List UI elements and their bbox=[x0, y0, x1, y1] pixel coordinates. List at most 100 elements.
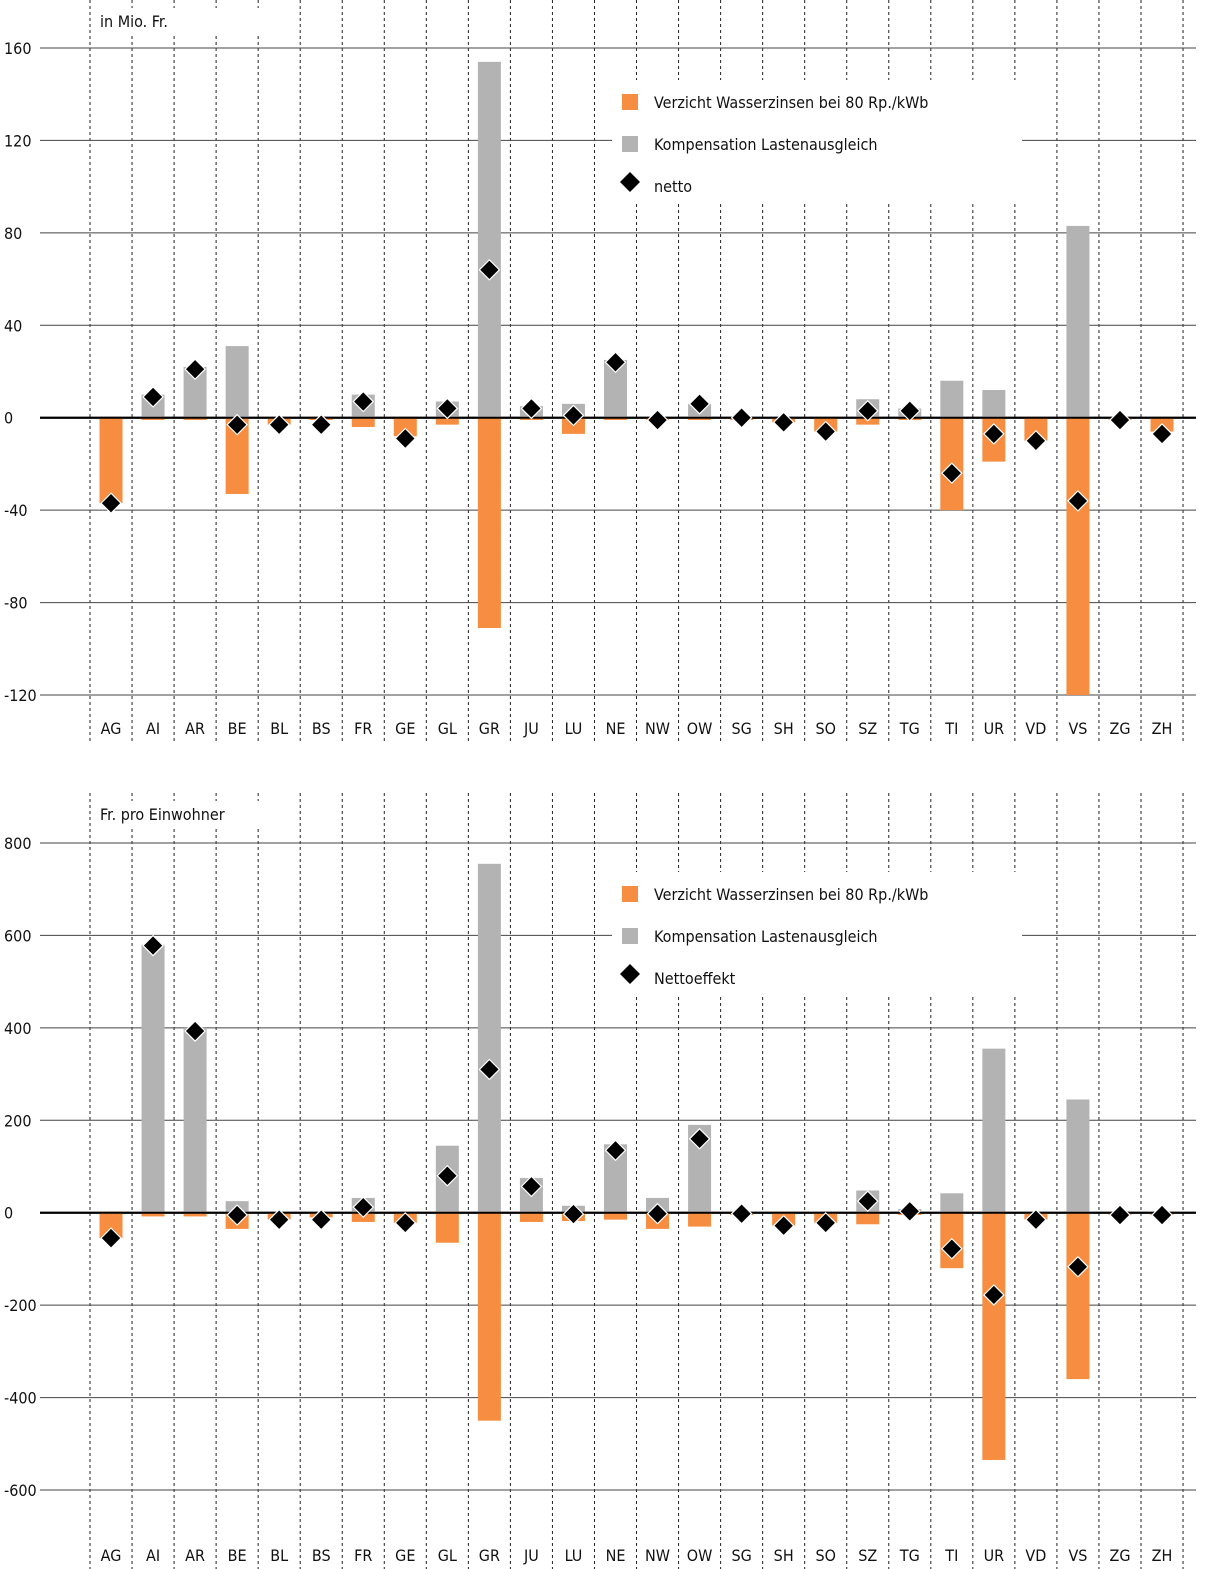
x-tick-label: BE bbox=[228, 1546, 247, 1565]
bar-verzicht bbox=[982, 1212, 1006, 1460]
bar-kompensation bbox=[688, 1124, 712, 1213]
x-tick-label: AG bbox=[101, 719, 122, 738]
netto-marker bbox=[478, 1058, 501, 1081]
x-tick-label: GR bbox=[479, 1546, 500, 1565]
netto-marker bbox=[646, 1202, 669, 1225]
y-tick-label: -400 bbox=[4, 1389, 37, 1408]
x-tick-label: TG bbox=[899, 719, 920, 738]
y-tick-label: 800 bbox=[4, 834, 31, 853]
x-tick-label: BL bbox=[270, 1546, 288, 1565]
bar-verzicht bbox=[183, 417, 207, 421]
x-tick-label: TI bbox=[944, 719, 958, 738]
netto-marker bbox=[268, 1208, 291, 1231]
x-tick-label: BE bbox=[228, 719, 247, 738]
netto-marker bbox=[1109, 1204, 1131, 1226]
netto-marker bbox=[898, 399, 921, 422]
bar-verzicht bbox=[1024, 417, 1048, 441]
x-tick-label: VS bbox=[1068, 719, 1087, 738]
netto-marker bbox=[226, 413, 248, 436]
netto-marker bbox=[436, 1164, 459, 1187]
netto-marker bbox=[100, 492, 122, 515]
x-tick-label: GE bbox=[395, 719, 415, 738]
netto-marker bbox=[646, 409, 669, 431]
x-tick-label: GL bbox=[438, 719, 457, 738]
bar-verzicht bbox=[688, 1212, 712, 1227]
x-tick-label: LU bbox=[565, 1546, 583, 1565]
netto-marker bbox=[100, 1227, 122, 1249]
y-tick-label: -600 bbox=[4, 1481, 37, 1500]
legend: Verzicht Wasserzinsen bei 80 Rp./kWb Komp… bbox=[612, 872, 1022, 994]
y-tick-label: -200 bbox=[4, 1296, 37, 1315]
netto-marker bbox=[310, 413, 333, 436]
legend-swatch-kompensation bbox=[622, 136, 638, 152]
x-tick-label: TI bbox=[944, 1546, 958, 1565]
bar-kompensation bbox=[940, 380, 964, 418]
x-tick-label: ZH bbox=[1152, 1546, 1173, 1565]
x-tick-label: BL bbox=[270, 719, 288, 738]
netto-marker bbox=[184, 358, 206, 381]
bar-kompensation bbox=[1066, 1099, 1090, 1213]
bar-verzicht bbox=[856, 1212, 880, 1225]
x-tick-label: SO bbox=[815, 1546, 835, 1565]
netto-marker bbox=[898, 1200, 921, 1223]
bar-verzicht bbox=[99, 1212, 123, 1239]
legend-swatch-verzicht bbox=[622, 886, 638, 902]
x-tick-label: NE bbox=[606, 719, 626, 738]
x-tick-label: ZG bbox=[1109, 1546, 1130, 1565]
x-tick-label: OW bbox=[687, 719, 713, 738]
netto-marker bbox=[604, 351, 627, 374]
y-tick-label: 160 bbox=[4, 39, 31, 58]
x-tick-label: OW bbox=[687, 1546, 713, 1565]
legend-label: Kompensation Lastenausgleich bbox=[654, 927, 878, 946]
bar-verzicht bbox=[477, 417, 501, 628]
bar-verzicht bbox=[183, 1212, 207, 1217]
unit-label: Fr. pro Einwohner bbox=[100, 805, 225, 824]
netto-marker bbox=[730, 1202, 753, 1225]
bar-verzicht bbox=[225, 417, 249, 494]
netto-marker bbox=[520, 1175, 543, 1198]
y-tick-label: -40 bbox=[4, 501, 28, 520]
netto-marker bbox=[772, 411, 795, 434]
x-tick-label: FR bbox=[354, 1546, 372, 1565]
legend-background bbox=[612, 80, 1022, 202]
x-tick-label: SG bbox=[731, 1546, 751, 1565]
bar-kompensation bbox=[604, 1144, 627, 1213]
legend-swatch-verzicht bbox=[622, 94, 638, 110]
bar-verzicht bbox=[141, 1212, 165, 1217]
legend-background bbox=[612, 872, 1022, 994]
legend: Verzicht Wasserzinsen bei 80 Rp./kWb Komp… bbox=[612, 80, 1022, 202]
y-tick-label: 40 bbox=[4, 316, 22, 335]
bar-kompensation bbox=[940, 1193, 964, 1213]
x-tick-label: GL bbox=[438, 1546, 457, 1565]
x-tick-label: LU bbox=[565, 719, 583, 738]
bar-kompensation bbox=[982, 389, 1006, 418]
bar-verzicht bbox=[351, 417, 375, 427]
bar-verzicht bbox=[477, 1212, 501, 1421]
y-tick-label: -120 bbox=[4, 686, 37, 705]
x-tick-label: UR bbox=[984, 1546, 1005, 1565]
x-tick-label: SZ bbox=[858, 1546, 877, 1565]
netto-marker bbox=[1067, 490, 1089, 512]
netto-marker bbox=[856, 1190, 879, 1213]
x-tick-label: AI bbox=[146, 1546, 160, 1565]
x-tick-label: AR bbox=[185, 1546, 205, 1565]
netto-marker bbox=[268, 413, 291, 436]
netto-marker bbox=[562, 404, 585, 427]
x-tick-label: VS bbox=[1068, 1546, 1087, 1565]
x-tick-label: BS bbox=[312, 1546, 331, 1565]
y-tick-label: 0 bbox=[4, 1204, 13, 1223]
x-tick-label: AI bbox=[146, 719, 160, 738]
bar-verzicht bbox=[519, 1212, 543, 1222]
legend-swatch-kompensation bbox=[622, 928, 638, 944]
bar-kompensation bbox=[183, 1027, 207, 1213]
y-tick-label: -80 bbox=[4, 594, 28, 613]
y-tick-label: 200 bbox=[4, 1111, 31, 1130]
bar-kompensation bbox=[225, 346, 249, 418]
netto-marker bbox=[604, 1139, 627, 1162]
netto-marker bbox=[1151, 423, 1173, 445]
y-tick-label: 0 bbox=[4, 409, 13, 428]
bar-verzicht bbox=[1066, 417, 1090, 695]
netto-marker bbox=[772, 1214, 795, 1237]
x-tick-label: VD bbox=[1025, 1546, 1046, 1565]
